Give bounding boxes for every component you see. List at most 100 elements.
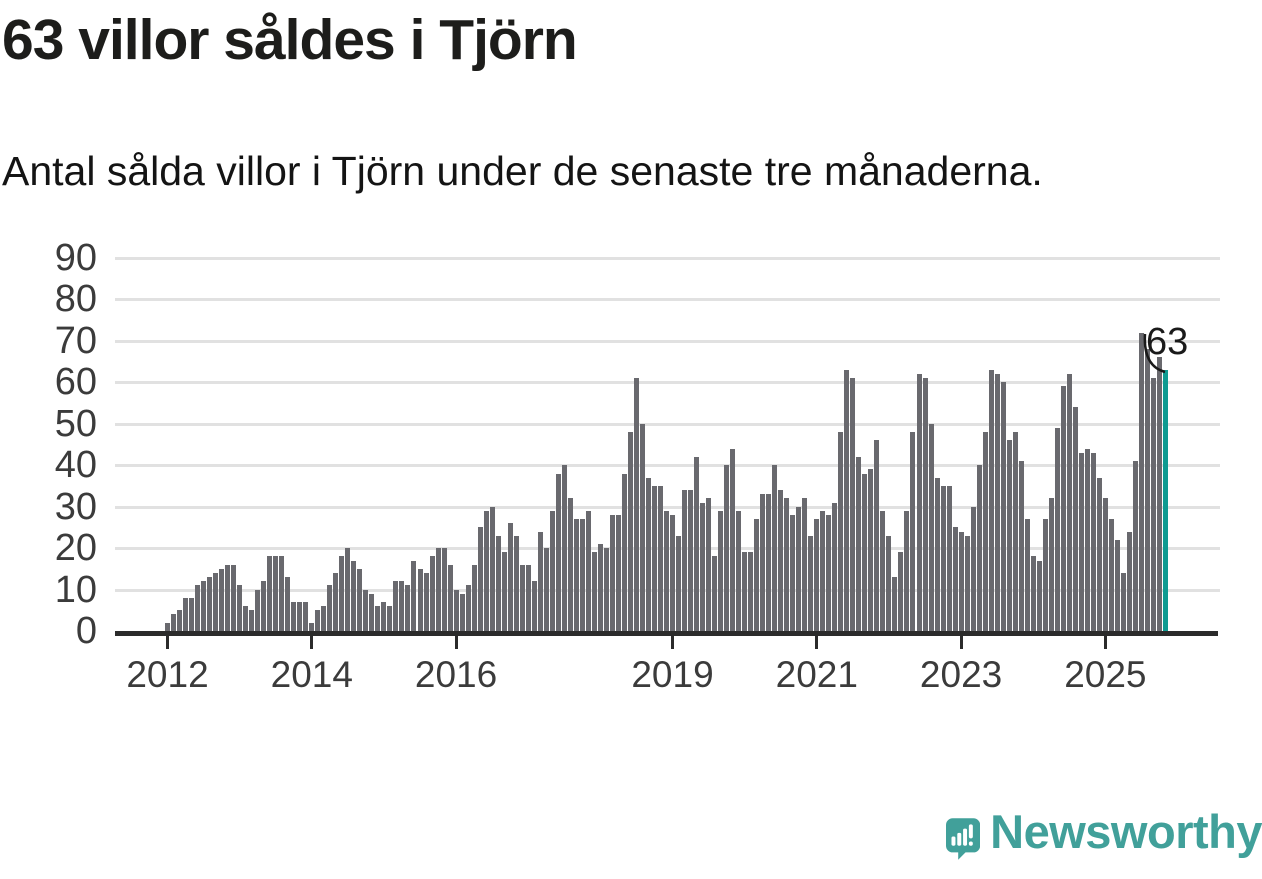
y-axis-label: 40 [54, 444, 97, 487]
bar [531, 581, 537, 631]
bar [219, 568, 225, 631]
x-axis-label-2023: 2023 [919, 654, 1003, 695]
bar [934, 477, 940, 631]
bar [1108, 519, 1114, 631]
chart-subtitle: Antal sålda villor i Tjörn under de sena… [2, 148, 1043, 194]
bar [525, 564, 531, 631]
bar [1030, 556, 1036, 631]
bar [513, 535, 519, 631]
bar [1078, 452, 1084, 631]
bar [1024, 519, 1030, 631]
bar [489, 506, 495, 631]
x-axis-tick-2023 [959, 636, 963, 649]
bar [225, 564, 231, 631]
bar [195, 585, 201, 631]
bar [1000, 382, 1006, 631]
bar [814, 519, 820, 631]
bar [1036, 560, 1042, 631]
gridline-y40 [115, 464, 1220, 468]
bar [964, 535, 970, 631]
bar [261, 581, 267, 631]
bar [1150, 378, 1156, 631]
bar [639, 423, 645, 631]
bar [597, 543, 603, 631]
bar [976, 465, 982, 631]
bar [1042, 519, 1048, 631]
bar [1138, 332, 1144, 631]
bar [892, 577, 898, 631]
bar [1060, 386, 1066, 631]
bar [495, 535, 501, 631]
x-axis-label-2014: 2014 [270, 654, 353, 695]
bar [784, 498, 790, 631]
annotation-leader-line [1143, 333, 1166, 374]
bar [243, 606, 249, 631]
bar [429, 556, 435, 631]
bar [477, 527, 483, 631]
bar [958, 531, 964, 631]
bar [189, 597, 195, 631]
bar [201, 581, 207, 631]
bar [537, 531, 543, 631]
y-axis-label: 20 [54, 527, 97, 570]
bar [585, 510, 591, 631]
bar [736, 510, 742, 631]
bar [567, 498, 573, 631]
bar [621, 473, 627, 631]
bar [970, 506, 976, 631]
bar [766, 494, 772, 631]
y-axis-label: 90 [54, 237, 97, 279]
newsworthy-logo-icon [946, 818, 981, 860]
bar [1090, 452, 1096, 631]
y-axis-label: 70 [54, 319, 97, 362]
x-axis-label-2012: 2012 [126, 654, 209, 695]
bar [844, 369, 850, 631]
bar [940, 485, 946, 631]
gridline-y90 [115, 257, 1220, 260]
bar [790, 514, 796, 631]
bar [339, 556, 345, 631]
bar [952, 527, 958, 631]
bar [177, 610, 183, 631]
bar [1120, 572, 1126, 631]
bar [808, 535, 814, 631]
bar [1096, 477, 1102, 631]
bar [213, 572, 219, 631]
bar [321, 606, 327, 631]
x-axis-tick-2012 [166, 636, 169, 649]
bar [688, 490, 694, 631]
x-axis-label-2025: 2025 [1064, 654, 1147, 695]
bar [676, 535, 682, 631]
bar [922, 378, 928, 631]
bar [393, 581, 399, 631]
bar [363, 589, 369, 631]
bar [447, 564, 453, 631]
bar [982, 432, 988, 631]
bar [748, 552, 754, 631]
bar [1084, 448, 1090, 631]
page-title: 63 villor såldes i Tjörn [2, 8, 578, 72]
bar-chart: 0 10 20 30 40 50 60 70 80 90 2012 2014 2016 2019 2021 2… [54, 237, 1220, 695]
bar [1054, 427, 1060, 631]
bar [399, 581, 405, 631]
bar [573, 519, 579, 631]
x-axis-tick-2025 [1103, 636, 1107, 649]
x-axis-tick-2019 [671, 636, 674, 649]
newsworthy-logo: Newsworthy [946, 800, 1262, 876]
bar [591, 552, 597, 631]
bar [1102, 498, 1108, 631]
bar [910, 432, 916, 631]
bar [1018, 461, 1024, 631]
x-axis-tick-2016 [454, 636, 458, 649]
bar [1048, 498, 1054, 631]
bar [255, 589, 261, 631]
y-axis-label: 0 [75, 610, 97, 652]
bar [465, 585, 471, 631]
bar [898, 552, 904, 631]
bar [1132, 461, 1138, 631]
bar [579, 519, 585, 631]
bar [285, 577, 291, 631]
bar [483, 510, 489, 631]
x-axis-label-2019: 2019 [631, 654, 714, 695]
